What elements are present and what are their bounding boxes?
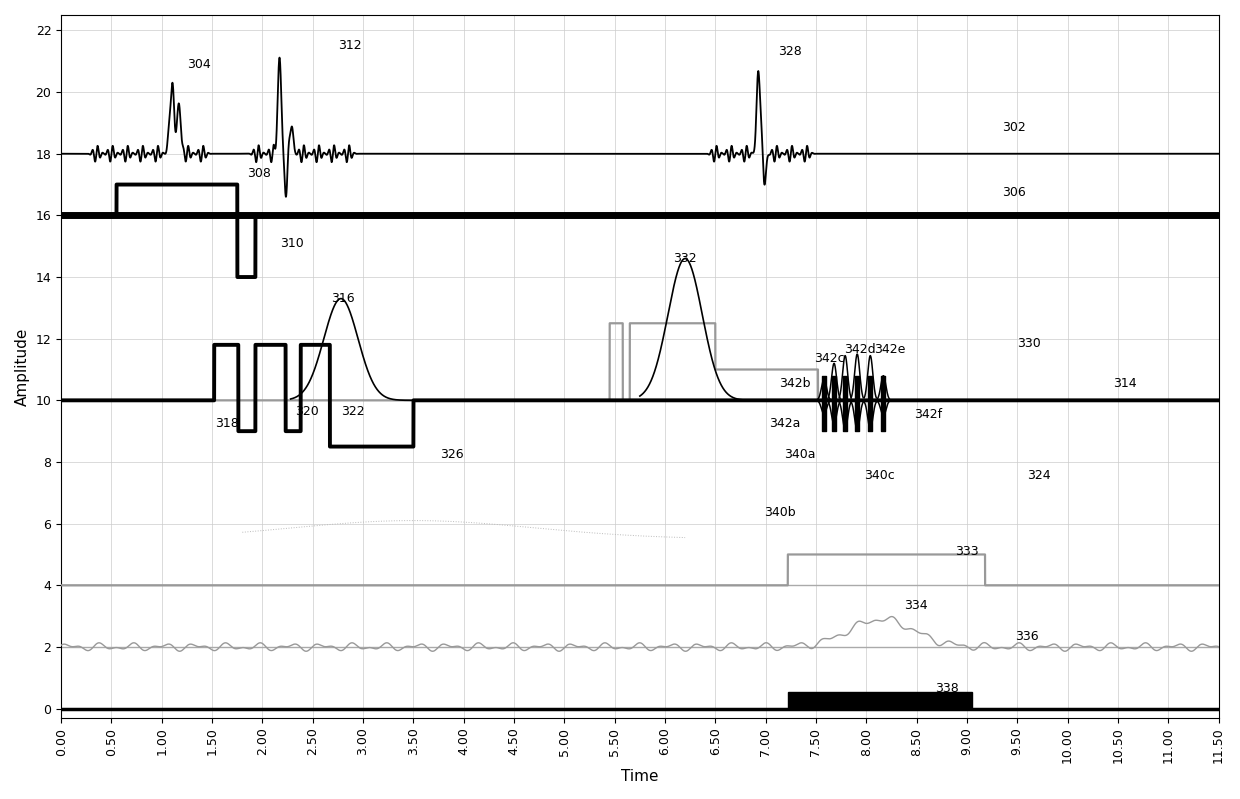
Text: 302: 302 — [1002, 121, 1025, 134]
Text: 322: 322 — [341, 404, 365, 418]
Text: 334: 334 — [904, 598, 928, 612]
Text: 316: 316 — [331, 292, 355, 305]
Text: 304: 304 — [187, 58, 211, 71]
Text: 306: 306 — [1002, 185, 1025, 199]
Text: 342d: 342d — [844, 343, 875, 356]
Text: 340a: 340a — [784, 447, 815, 461]
Text: 310: 310 — [280, 237, 304, 249]
Text: 342f: 342f — [915, 407, 942, 421]
Text: 308: 308 — [247, 167, 272, 181]
Text: 340b: 340b — [764, 507, 795, 519]
Text: 342e: 342e — [874, 343, 905, 356]
X-axis label: Time: Time — [621, 769, 658, 784]
Text: 342b: 342b — [779, 377, 810, 390]
Text: 342c: 342c — [813, 352, 844, 365]
Text: 326: 326 — [440, 447, 464, 461]
Text: 336: 336 — [1016, 630, 1039, 642]
Bar — [787, 692, 972, 709]
Text: 312: 312 — [339, 39, 362, 52]
Text: 332: 332 — [673, 252, 697, 265]
Text: 333: 333 — [955, 545, 978, 558]
Text: 328: 328 — [777, 46, 801, 58]
Text: 324: 324 — [1027, 469, 1052, 483]
Text: 340c: 340c — [864, 469, 895, 483]
Y-axis label: Amplitude: Amplitude — [15, 328, 30, 406]
Text: 314: 314 — [1112, 377, 1136, 390]
Text: 338: 338 — [935, 682, 959, 695]
Text: 330: 330 — [1017, 337, 1040, 350]
Text: 318: 318 — [215, 417, 239, 430]
Text: 342a: 342a — [769, 417, 800, 430]
Text: 320: 320 — [295, 404, 319, 418]
